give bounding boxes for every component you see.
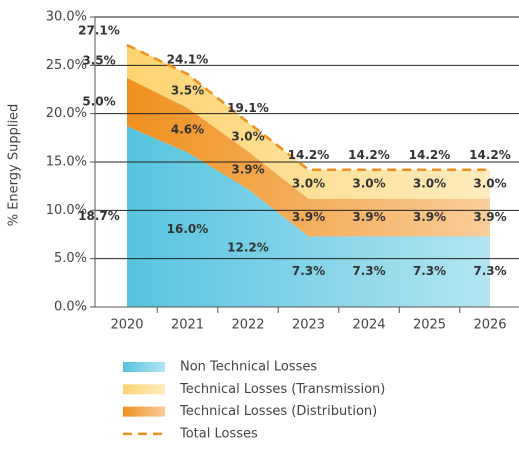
area [127, 77, 490, 237]
x-tick-label: 2024 [352, 318, 385, 333]
legend-swatch [123, 362, 165, 372]
data-label: 19.1% [227, 101, 269, 115]
data-label: 14.2% [288, 148, 330, 162]
data-label: 3.9% [231, 163, 264, 177]
data-label: 7.3% [473, 264, 506, 278]
x-tick-label: 2026 [473, 318, 506, 333]
legend-swatch [123, 406, 165, 417]
x-tick-label: 2023 [292, 318, 325, 333]
data-label: 3.0% [292, 177, 325, 191]
y-tick-label: 20.0% [46, 106, 87, 121]
data-label: 3.9% [413, 210, 446, 224]
data-label: 3.9% [352, 210, 385, 224]
data-label: 14.2% [409, 148, 451, 162]
data-label: 3.0% [231, 129, 264, 143]
data-label: 3.0% [413, 177, 446, 191]
total-line [126, 43, 490, 171]
x-tick-label: 2021 [171, 318, 204, 333]
y-tick-label: 0.0% [54, 300, 87, 315]
data-label: 18.7% [78, 209, 120, 223]
y-tick-label: 10.0% [46, 203, 87, 218]
data-label: 24.1% [167, 53, 209, 67]
legend-label: Total Losses [179, 426, 258, 441]
legend-label: Non Technical Losses [180, 360, 317, 375]
data-label: 3.9% [292, 210, 325, 224]
x-tick-label: 2022 [231, 318, 264, 333]
data-label: 3.9% [473, 210, 506, 224]
data-label: 7.3% [413, 264, 446, 278]
data-label: 5.0% [82, 95, 115, 109]
data-label: 27.1% [78, 24, 120, 38]
x-tick-label: 2025 [413, 318, 446, 333]
data-label: 3.0% [352, 177, 385, 191]
legend-label: Technical Losses (Transmission) [179, 382, 385, 397]
data-label: 14.2% [348, 148, 390, 162]
y-tick-label: 25.0% [46, 58, 87, 73]
data-label: 14.2% [469, 148, 511, 162]
y-tick-label: 30.0% [46, 10, 87, 25]
x-tick-label: 2020 [110, 318, 143, 333]
data-label: 16.0% [167, 222, 209, 236]
data-label: 3.0% [473, 177, 506, 191]
legend-swatch [123, 384, 165, 395]
data-label: 12.2% [227, 241, 269, 255]
data-label: 3.5% [171, 83, 204, 97]
y-tick-label: 5.0% [54, 251, 87, 266]
area [127, 44, 490, 199]
legend-label: Technical Losses (Distribution) [179, 404, 377, 419]
data-label: 3.5% [82, 53, 115, 67]
y-axis-label: % Energy Supplied [7, 104, 22, 227]
data-label: 7.3% [292, 264, 325, 278]
data-label: 7.3% [352, 264, 385, 278]
y-tick-label: 15.0% [46, 155, 87, 170]
data-label: 4.6% [171, 123, 204, 137]
area [127, 126, 490, 307]
